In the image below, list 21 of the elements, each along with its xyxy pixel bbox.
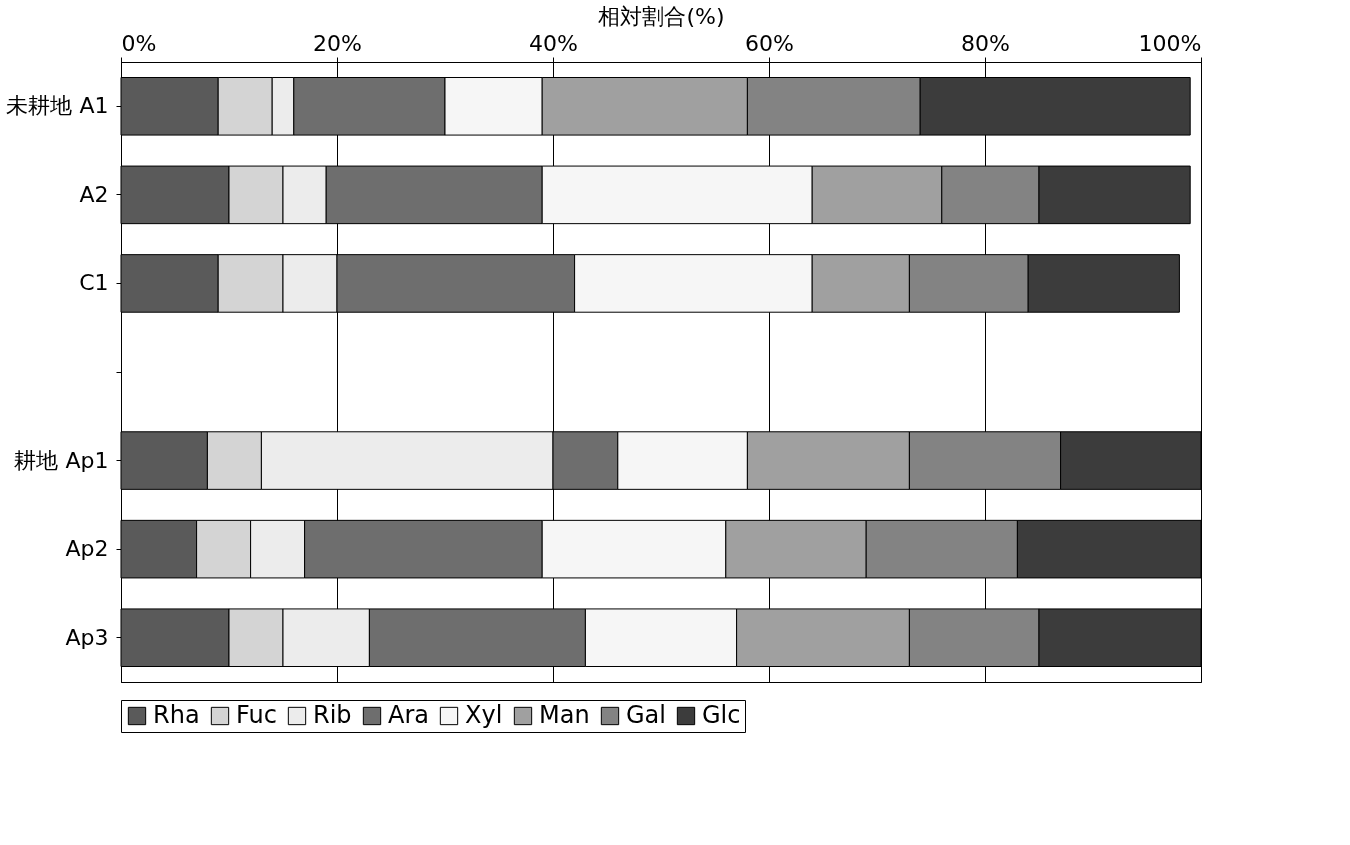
x-axis-title: 相対割合(%) [598, 3, 725, 29]
y-tick-label: Ap3 [65, 624, 109, 650]
x-tick-label: 100% [1138, 30, 1202, 56]
legend-label: Fuc [236, 701, 277, 729]
x-tick-label: 80% [961, 30, 1010, 56]
legend-label: Xyl [465, 701, 503, 729]
y-tick-label: Ap2 [65, 536, 109, 562]
legend-label: Man [539, 701, 590, 729]
y-tick-label: C1 [79, 270, 109, 296]
y-tick-label: A2 [79, 181, 109, 207]
y-tick-label: 未耕地 A1 [6, 93, 109, 119]
x-tick-label: 20% [313, 30, 362, 56]
legend-label: Rib [313, 701, 352, 729]
legend-label: Glc [702, 701, 741, 729]
x-tick-label: 40% [529, 30, 578, 56]
y-tick-label: 耕地 Ap1 [14, 447, 109, 473]
legend-label: Gal [626, 701, 666, 729]
legend-label: Ara [388, 701, 429, 729]
x-tick-label: 60% [745, 30, 794, 56]
legend-label: Rha [153, 701, 200, 729]
x-tick-label: 0% [121, 30, 157, 56]
